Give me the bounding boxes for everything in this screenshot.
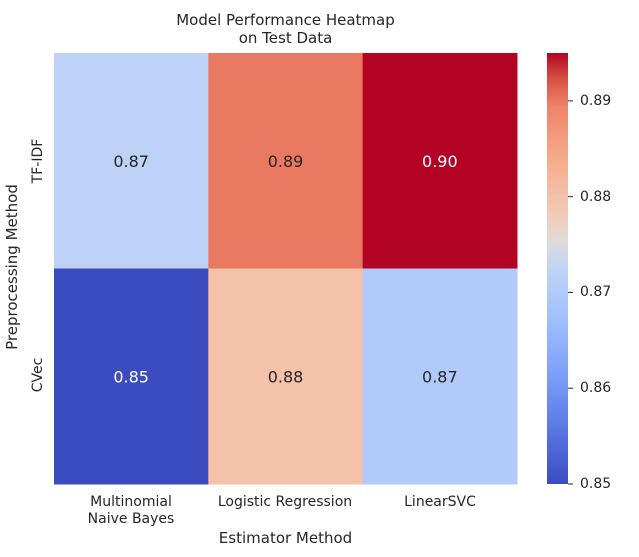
- y-tick-cvec: CVec: [30, 357, 46, 393]
- heatmap-cell-r0-c2: [362, 53, 518, 269]
- colorbar-tick-label-1: 0.86: [580, 380, 612, 397]
- colorbar-tick-label-4: 0.89: [580, 92, 612, 109]
- colorbar-tick-label-3: 0.88: [580, 188, 612, 205]
- heatmap-cell-r0-c0: [54, 53, 209, 269]
- heatmap-cell-r1-c0: [54, 268, 209, 485]
- heatmap-cell-r1-c2: [362, 268, 518, 485]
- x-axis-label: Estimator Method: [218, 529, 353, 547]
- x-tick-linearsvc: LinearSVC: [404, 494, 476, 510]
- x-tick-logistic-regression: Logistic Regression: [217, 494, 353, 510]
- colorbar: [547, 53, 568, 484]
- heatmap-cell-r1-c1: [208, 268, 364, 485]
- heatmap-cell-r0-c1: [208, 53, 364, 269]
- x-tick-multinomial-nb-line-2: Naive Bayes: [87, 511, 175, 527]
- y-axis-label: Preprocessing Method: [3, 184, 21, 350]
- cell-value-label-r1-c0: 0.85: [113, 367, 149, 386]
- y-tick-tf-idf: TF-IDF: [30, 138, 46, 184]
- chart-title-line-2: on Test Data: [238, 29, 333, 47]
- chart-title-line-1: Model Performance Heatmap: [176, 11, 395, 29]
- colorbar-tick-label-2: 0.87: [580, 284, 612, 301]
- cell-value-label-r0-c0: 0.87: [113, 152, 149, 171]
- cell-value-label-r0-c2: 0.90: [422, 152, 458, 171]
- x-tick-multinomial-nb-line-1: Multinomial: [90, 494, 172, 510]
- cell-value-label-r1-c1: 0.88: [268, 367, 304, 386]
- cell-value-label-r0-c1: 0.89: [268, 152, 304, 171]
- colorbar-tick-label-0: 0.85: [580, 476, 612, 492]
- cell-value-label-r1-c2: 0.87: [422, 367, 458, 386]
